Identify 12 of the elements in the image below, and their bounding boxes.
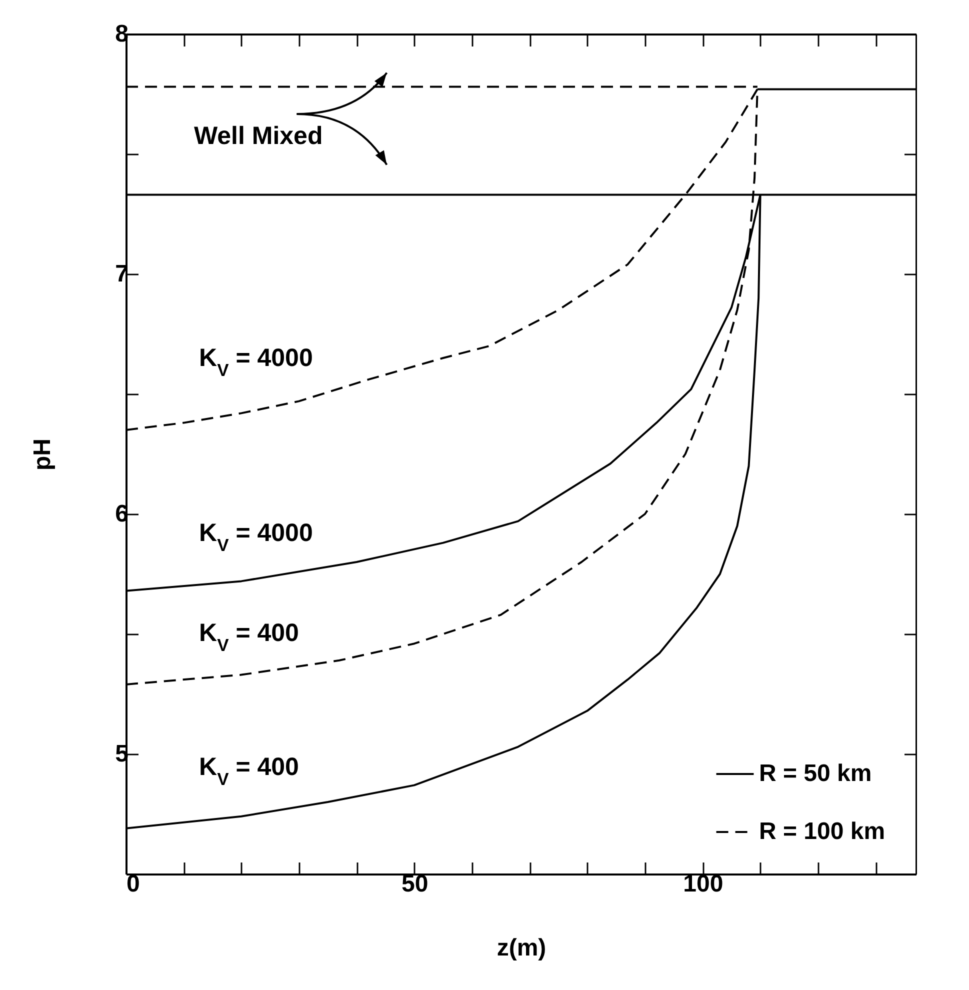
legend-label: R = 100 km <box>759 818 886 845</box>
annotation: K$_{V}$ = 4000 <box>199 519 313 555</box>
y-axis-title: pH <box>29 438 56 470</box>
x-tick-label: 0 <box>126 870 140 898</box>
x-tick-label: 50 <box>401 870 428 898</box>
legend-label: R = 50 km <box>759 760 872 787</box>
annotation: K$_{V}$ = 4000 <box>199 344 313 380</box>
x-axis-title: z(m) <box>496 934 546 962</box>
annotation: K$_{V}$ = 400 <box>199 753 299 789</box>
x-tick-label: 100 <box>683 870 724 898</box>
annotation: Well Mixed <box>194 122 323 150</box>
annotation: K$_{V}$ = 400 <box>199 619 299 655</box>
